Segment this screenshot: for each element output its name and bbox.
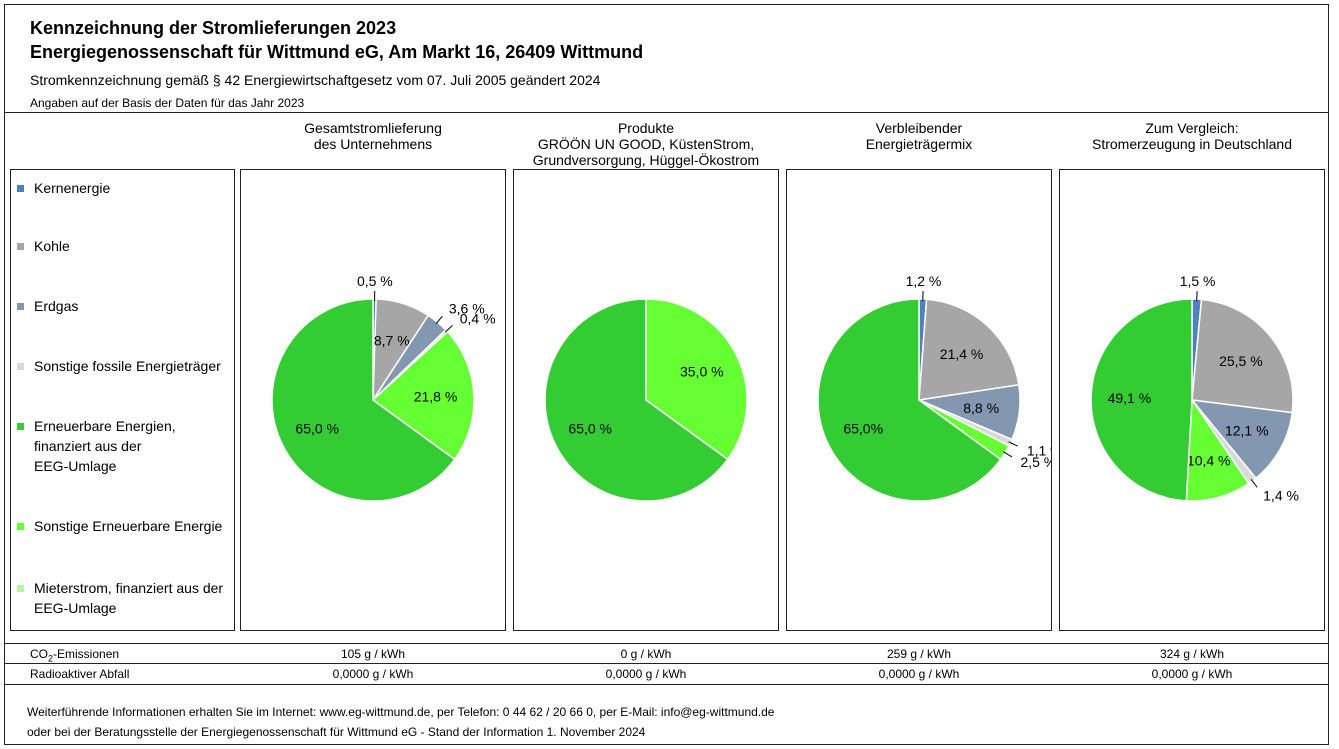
legend-swatch [17,423,24,430]
legend-label: Erneuerbare Energien, finanziert aus der… [34,418,176,474]
co2-value-products: 0 g / kWh [620,647,672,661]
pie-slice-erneuerbare-energien-finanziert-aus-der-eeg-umlage [271,298,456,502]
pie-data-label: 8,7 % [374,332,410,348]
co2-emissions-label: CO2-Emissionen [30,647,120,664]
pie-chart-remaining-mix: 1,2 %21,4 %8,8 %1,1 %2,5 %65,0% [817,273,1063,502]
column-title-products: Produkte GRÖÖN UN GOOD, KüstenStrom, Gru… [532,120,760,168]
pie-data-label: 8,8 % [963,400,999,416]
pie-leader-line [444,325,453,333]
table-divider-mid [4,663,1329,664]
waste-value-products: 0,0000 g / kWh [605,667,687,681]
footer-status-line: oder bei der Beratungsstelle der Energie… [27,725,646,739]
pie-leader-line [1250,479,1258,488]
pie-data-label: 10,4 % [1187,452,1231,468]
pie-data-label: 1,5 % [1180,273,1216,289]
pie-data-label: 2,5 % [1020,454,1051,470]
legend-label: Kohle [34,238,70,254]
table-divider-top [4,643,1329,644]
pie-slice-sonstige-erneuerbare-energie [645,298,748,461]
legend-label: Sonstige fossile Energieträger [34,358,221,374]
legend-swatch [17,303,24,310]
co2-value-germany: 324 g / kWh [1159,647,1225,661]
pie-slice-kohle [918,298,1020,401]
pie-data-label: 0,5 % [357,273,393,289]
pie-slice-erneuerbare-energien-finanziert-aus-der-eeg-umlage [817,298,1002,502]
chart-panel-company: 0,5 % 8,7 % 3,6 % 0,4 % 21,8 % 65,0 % [240,169,506,631]
pie-data-label: 65,0 % [295,420,339,436]
pie-slice-erneuerbare-energien-finanziert-aus-der-eeg-umlage [1090,298,1193,502]
pie-leader-line [435,315,443,325]
pie-data-label: 35,0 % [680,364,724,380]
legend-swatch [17,585,24,592]
pie-data-label: 12,1 % [1225,422,1269,438]
pie-data-label: 3,6 % [449,300,485,316]
pie-slice-sonstige-erneuerbare-energie [371,330,475,461]
pie-leader-line [1003,451,1013,458]
pie-chart-germany: 1,5 % 25,5 % 12,1 % 1,4 % 10,4 % 49,1 % [1090,273,1299,503]
co2-value-remaining-mix: 259 g / kWh [886,647,952,661]
legend-swatch [17,363,24,370]
pie-data-label: 1,4 % [1263,487,1299,503]
title-line-2: Energiegenossenschaft für Wittmund eG, A… [30,42,644,62]
pie-chart-products: 35,0 % 65,0 % [544,298,748,502]
pie-leader-line [1008,441,1018,447]
header-divider [4,112,1329,113]
pie-slice-erdgas [1190,399,1294,480]
report-frame [4,4,1329,745]
column-title-germany: Zum Vergleich: Stromerzeugung in Deutsch… [1091,120,1292,152]
legend-label: Mieterstrom, finanziert aus der EEG-Umla… [34,580,224,616]
pie-data-label: 1,2 % [906,273,942,289]
pie-data-label: 21,4 % [940,346,984,362]
pie-slice-kohle [1191,298,1294,414]
pie-data-label: 49,1 % [1108,390,1152,406]
legend-label: Kernenergie [34,180,111,196]
legend-swatch [17,185,24,192]
column-title-company: Gesamtstromlieferung des Unternehmens [304,120,442,152]
pie-slice-erneuerbare-energien-finanziert-aus-der-eeg-umlage [544,298,729,502]
footer-info-line: Weiterführende Informationen erhalten Si… [27,705,775,719]
legend-label: Erdgas [34,298,79,314]
basis-note: Angaben auf der Basis der Daten für das … [30,96,305,110]
column-title-remaining-mix: Verbleibender Energieträgermix [865,120,973,152]
subtitle: Stromkennzeichnung gemäß § 42 Energiewir… [30,72,601,88]
legend: Kernenergie Kohle Erdgas Sonstige fossil… [10,169,235,631]
table-divider-bottom [4,684,1329,685]
legend-label: Sonstige Erneuerbare Energie [34,518,223,534]
waste-value-germany: 0,0000 g / kWh [1151,667,1233,681]
legend-swatch [17,243,24,250]
pie-chart-company: 0,5 % 8,7 % 3,6 %0,4 % 21,8 % 65,0 % [271,273,496,502]
pie-data-label: 65,0 % [568,420,612,436]
waste-value-company: 0,0000 g / kWh [332,667,414,681]
waste-value-remaining-mix: 0,0000 g / kWh [878,667,960,681]
title-line-1: Kennzeichnung der Stromlieferungen 2023 [30,18,397,38]
chart-panel-products: 35,0 % 65,0 % [513,169,779,631]
co2-value-company: 105 g / kWh [340,647,406,661]
radioactive-waste-label: Radioaktiver Abfall [30,667,130,681]
chart-panel-germany: 1,5 % 25,5 % 12,1 % 1,4 % 10,4 % 49,1 % [1059,169,1325,631]
legend-swatch [17,523,24,530]
pie-data-label: 25,5 % [1219,353,1263,369]
chart-panel-remaining-mix: 1,2 %21,4 %8,8 %1,1 %2,5 %65,0% [786,169,1063,631]
pie-data-label: 65,0% [843,420,883,436]
pie-data-label: 0,4 % [460,311,496,327]
pie-data-label: 21,8 % [414,388,458,404]
